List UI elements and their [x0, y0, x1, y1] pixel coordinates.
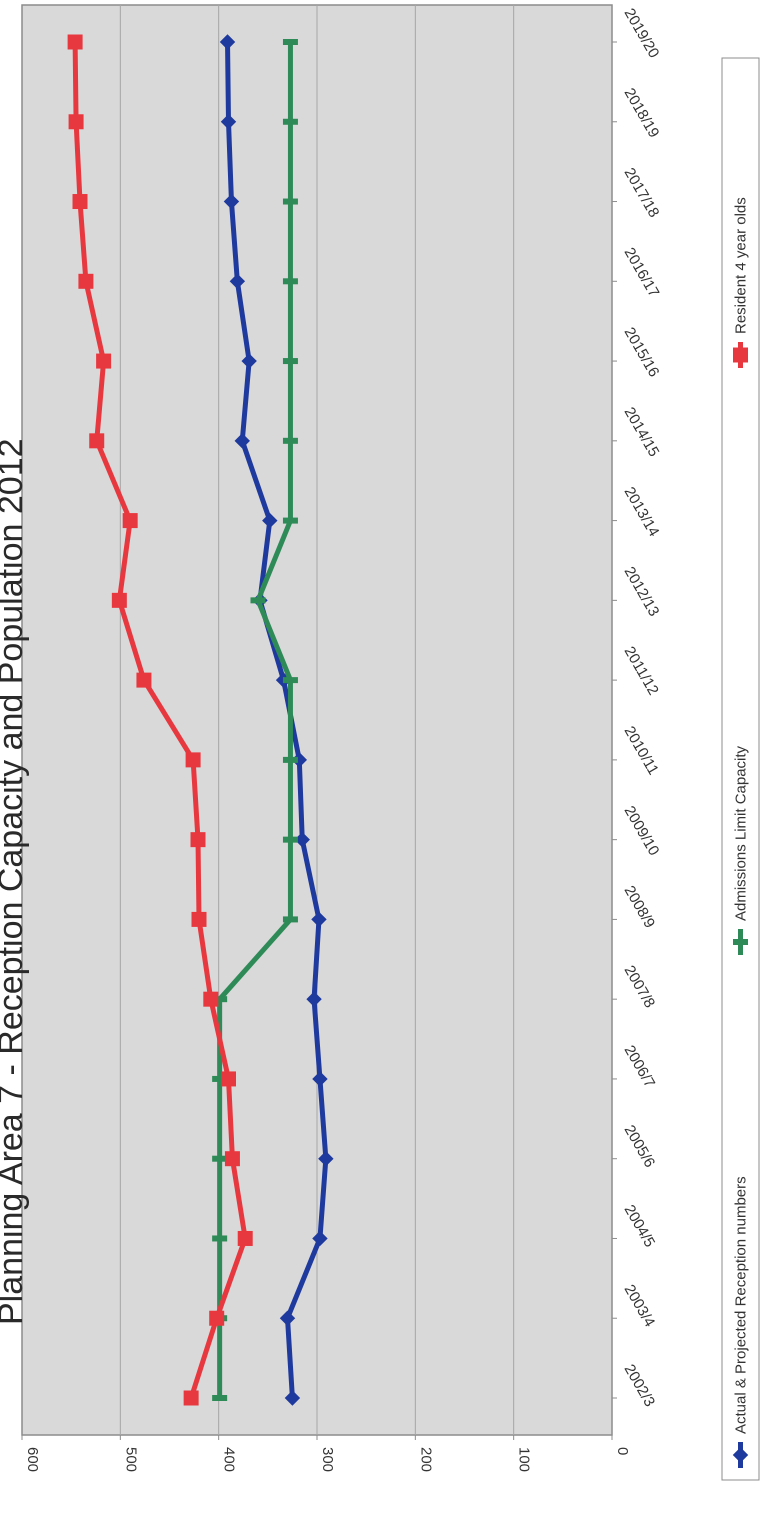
- data-point: [282, 198, 298, 205]
- data-point: [282, 358, 298, 365]
- data-point: [203, 991, 219, 1007]
- data-point: [136, 672, 152, 688]
- data-point: [122, 513, 138, 529]
- data-point: [250, 597, 266, 604]
- y-tick-label: 500: [122, 1447, 139, 1472]
- data-point: [209, 1310, 225, 1326]
- series-line: [72, 39, 248, 1401]
- data-point: [229, 273, 246, 290]
- y-tick-label: 100: [516, 1447, 533, 1472]
- data-point: [312, 1230, 328, 1247]
- data-point: [219, 34, 236, 50]
- data-point: [282, 437, 298, 444]
- y-tick-label: 300: [319, 1447, 336, 1472]
- legend-label: Resident 4 year olds: [733, 197, 750, 334]
- y-tick-label: 200: [417, 1447, 434, 1472]
- legend: Actual & Projected Reception numbers Admi…: [721, 57, 760, 1481]
- data-point: [185, 752, 201, 768]
- legend-entry: Admissions Limit Capacity: [733, 745, 750, 955]
- legend-box: [721, 57, 760, 1481]
- data-point: [221, 1071, 236, 1087]
- data-point: [72, 194, 88, 210]
- data-point: [282, 677, 298, 684]
- data-point: [237, 1230, 253, 1246]
- chart-title-group: Planning Area 7 - Reception Capacity and…: [0, 438, 30, 1325]
- data-point: [212, 1235, 228, 1242]
- data-point: [318, 1150, 334, 1167]
- y-tick-label: 0: [614, 1447, 631, 1455]
- data-point: [291, 752, 308, 768]
- data-point: [190, 832, 206, 848]
- series-layer: [67, 34, 334, 1406]
- data-point: [67, 34, 83, 50]
- data-point: [96, 353, 112, 369]
- data-point: [234, 433, 250, 449]
- data-point: [223, 193, 240, 210]
- legend-entry: Actual & Projected Reception numbers: [733, 1176, 750, 1468]
- data-point: [191, 911, 207, 927]
- data-point: [282, 39, 298, 45]
- data-point: [282, 118, 298, 125]
- data-point: [89, 433, 105, 449]
- legend-label: Admissions Limit Capacity: [733, 745, 750, 921]
- series-line: [217, 39, 293, 1401]
- data-point: [282, 916, 298, 923]
- series-3: [67, 34, 253, 1406]
- data-point: [241, 353, 257, 369]
- data-point: [312, 1071, 328, 1087]
- data-point: [282, 756, 298, 763]
- legend-marker: [733, 939, 748, 945]
- legend-marker: [732, 1447, 749, 1463]
- data-point: [279, 1310, 296, 1326]
- data-point: [212, 1395, 228, 1401]
- data-point: [183, 1390, 199, 1406]
- y-tick-label: 400: [221, 1447, 238, 1472]
- data-point: [68, 114, 84, 130]
- data-point: [294, 831, 310, 848]
- legend-marker: [733, 347, 748, 363]
- legend-label: Actual & Projected Reception numbers: [733, 1176, 750, 1434]
- data-point: [212, 1155, 228, 1162]
- data-point: [311, 911, 327, 928]
- data-point: [282, 836, 298, 843]
- data-point: [282, 278, 298, 285]
- legend-entry: Resident 4 year olds: [733, 197, 750, 368]
- chart-title: Planning Area 7 - Reception Capacity and…: [0, 438, 30, 1325]
- data-point: [111, 592, 127, 608]
- y-axis-ticks: 0 100 200 300 400 500 600: [21, 1435, 631, 1472]
- data-point: [306, 991, 322, 1007]
- data-point: [284, 1390, 301, 1406]
- data-point: [220, 114, 237, 130]
- data-point: [78, 273, 94, 289]
- data-point: [224, 1151, 240, 1167]
- y-tick-label: 600: [24, 1447, 41, 1472]
- data-point: [282, 517, 298, 524]
- data-point: [262, 512, 278, 529]
